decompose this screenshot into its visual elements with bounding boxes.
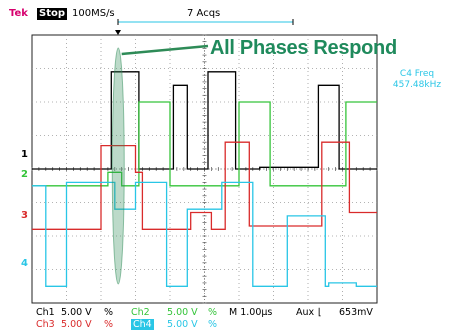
- ch1-label: Ch1: [36, 307, 55, 318]
- ch3-label: Ch3: [36, 319, 55, 330]
- ch2-coupling-symbol: %: [208, 307, 218, 318]
- brand-label: Tek: [9, 8, 28, 19]
- waveform-traces: [32, 71, 377, 287]
- acquisition-state-badge: Stop: [37, 8, 68, 20]
- sample-rate: 100MS/s: [72, 8, 115, 19]
- annotation-pointer-line: [121, 44, 209, 56]
- ch3-scale: 5.00 V: [61, 319, 92, 330]
- measurement-label: C4 Freq: [399, 69, 435, 79]
- acquisition-count: 7 Acqs: [187, 8, 221, 19]
- ch4-ground-marker: 4: [21, 258, 28, 269]
- trace-ch3: [32, 141, 377, 230]
- trigger-source: Aux: [296, 307, 315, 318]
- ch3-ground-marker: 3: [21, 210, 28, 221]
- ch1-ground-marker: 1: [21, 149, 28, 160]
- ch2-scale: 5.00 V: [167, 307, 198, 318]
- trigger-position-icon: [115, 30, 121, 35]
- trace-ch4: [32, 181, 377, 287]
- trigger-level: 653mV: [339, 307, 373, 318]
- ch1-coupling-symbol: %: [104, 307, 114, 318]
- ch2-ground-marker: 2: [21, 169, 28, 180]
- trace-ch2: [32, 101, 377, 187]
- trace-ch1: [32, 71, 377, 170]
- ch4-coupling-symbol: %: [208, 319, 218, 330]
- ch1-scale: 5.00 V: [61, 307, 92, 318]
- frequency-measurement: C4 Freq 457.48kHz: [382, 69, 452, 91]
- trigger-slope-icon: ⌊: [318, 307, 322, 318]
- timebase: M 1.00µs: [229, 307, 273, 318]
- ch4-label: Ch4: [131, 319, 154, 330]
- highlight-ellipse: [111, 47, 125, 285]
- ch3-coupling-symbol: %: [104, 319, 114, 330]
- annotation-callout: All Phases Respond: [210, 37, 397, 59]
- ch2-label: Ch2: [131, 307, 150, 318]
- annotation-overlay: [111, 44, 209, 285]
- measurement-value: 457.48kHz: [392, 80, 442, 90]
- ch4-scale: 5.00 V: [167, 319, 198, 330]
